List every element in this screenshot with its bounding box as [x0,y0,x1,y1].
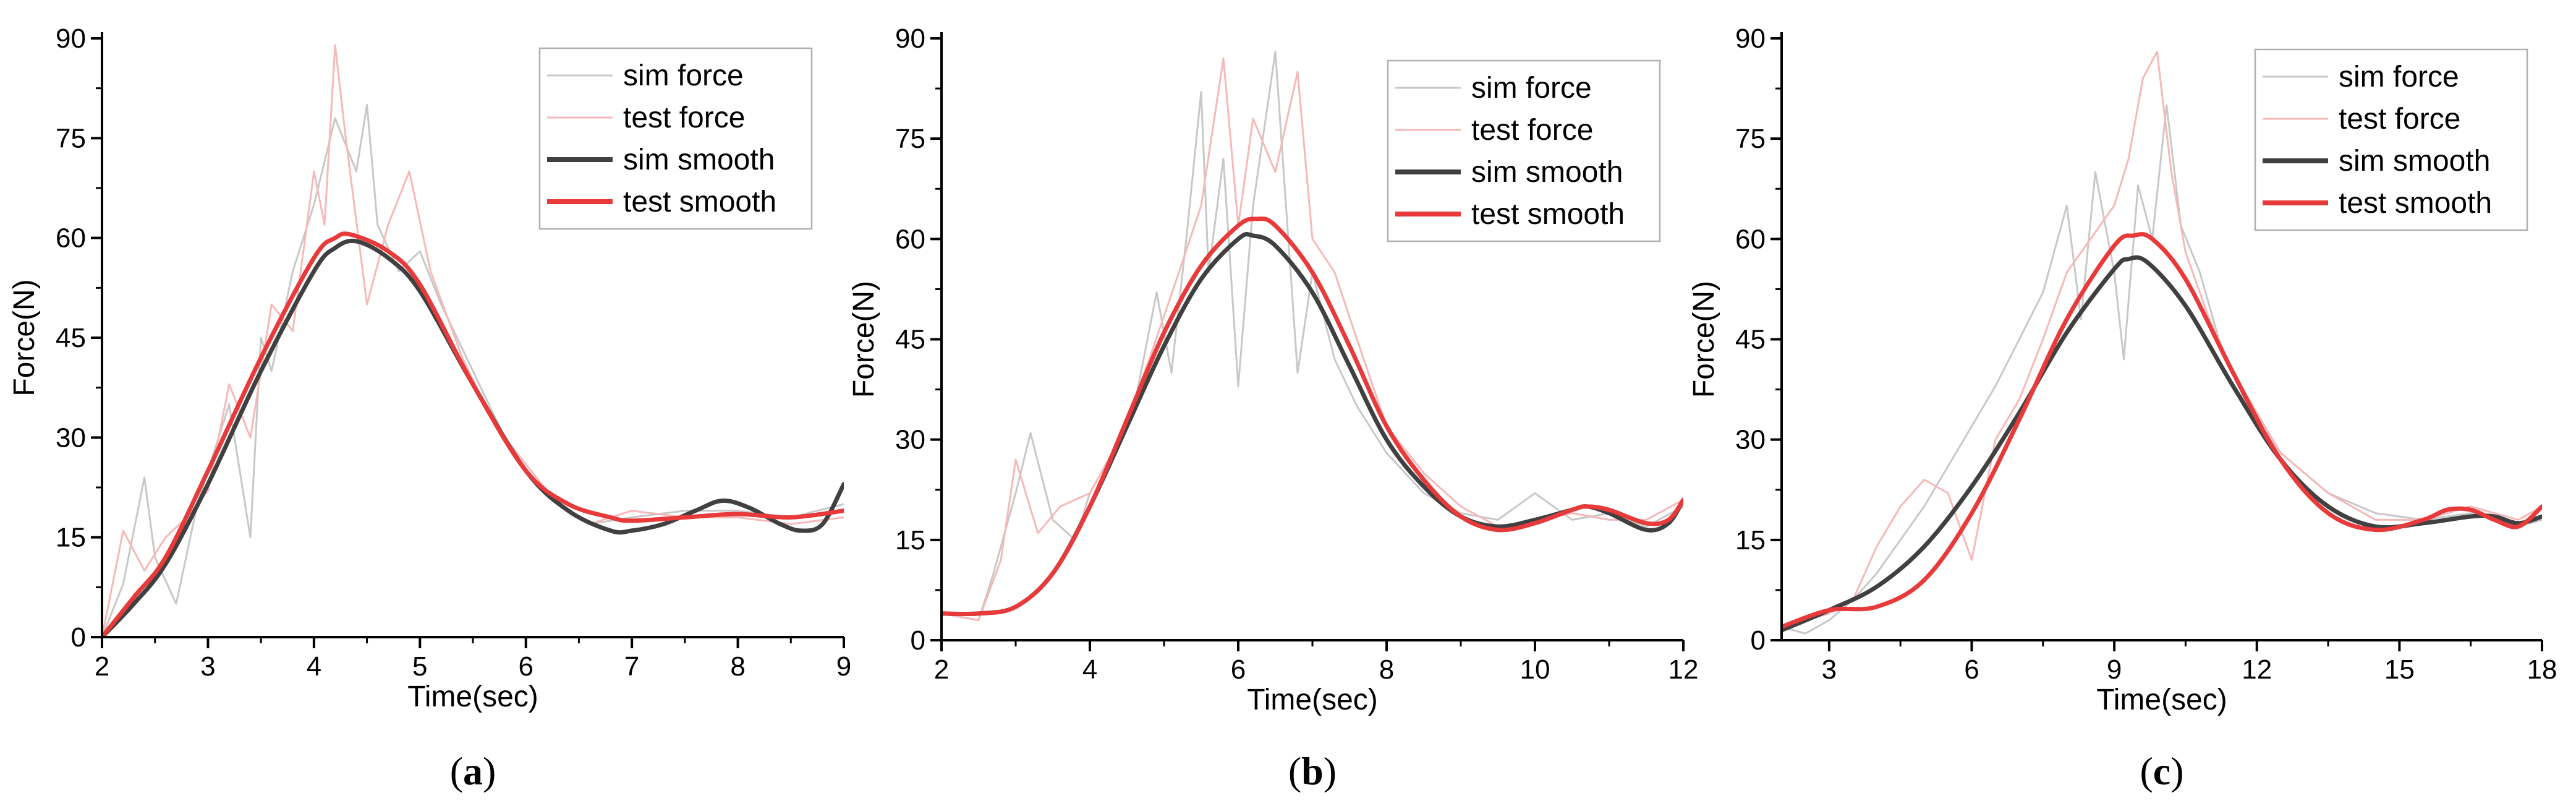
y-tick-label: 75 [895,124,925,154]
y-tick-label: 45 [895,325,925,355]
x-tick-label: 9 [2107,654,2122,685]
x-axis-title: Time(sec) [407,680,538,713]
legend-entry: test force [623,101,745,134]
x-tick-label: 6 [1964,654,1979,685]
series-line-sim-force [102,104,844,637]
x-tick-label: 12 [2242,654,2272,685]
legend-box [538,47,813,230]
y-tick-label: 0 [71,622,86,653]
y-tick-label: 15 [56,523,86,553]
legend-box [1387,59,1661,242]
x-tick-label: 7 [624,651,639,682]
y-tick-label: 60 [56,223,86,254]
x-tick-label: 6 [1231,654,1246,685]
series-line-sim-smooth [102,238,844,637]
series-lines [1782,51,2542,635]
y-tick-label: 30 [56,422,86,453]
legend-entry: sim force [1471,72,1592,105]
x-tick-label: 18 [2527,654,2557,685]
x-tick-label: 6 [518,651,533,682]
series-line-test-force [1782,51,2542,628]
y-tick-label: 90 [56,24,86,54]
legend-box [2254,48,2528,231]
series-lines [942,51,1683,622]
y-tick-label: 60 [895,224,925,254]
y-tick-label: 0 [911,625,925,656]
series-line-test-smooth [1782,232,2542,629]
chart-panel-3: 0 15 30 45 60 75 90 3 6 9 12 15 18 Time(sec) Force(N) (… [1688,24,2557,793]
y-axis-title: Force(N) [1688,281,1720,398]
legend: sim force test force sim smooth test smooth [1387,59,1661,242]
x-tick-label: 12 [1668,654,1699,685]
panel-label: (b) [1288,749,1337,793]
y-tick-label: 90 [1735,24,1766,54]
y-axis-title: Force(N) [8,279,41,396]
legend-entry: sim force [2339,61,2459,93]
x-axis-title: Time(sec) [2096,684,2227,716]
x-tick-label: 2 [934,654,949,685]
series-line-test-smooth [102,231,844,637]
x-tick-label: 4 [1082,654,1097,685]
x-axis-title: Time(sec) [1247,684,1378,716]
legend-entry: sim smooth [1471,156,1623,189]
x-tick-label: 2 [95,651,109,682]
series-line-sim-force [942,51,1683,622]
x-tick-label: 8 [1379,654,1394,685]
series-lines [102,44,844,637]
x-tick-label: 3 [1822,654,1837,685]
legend-entry: sim smooth [2339,145,2490,178]
legend: sim force test force sim smooth test smooth [538,47,813,230]
y-axis-title: Force(N) [848,281,880,398]
y-tick-label: 60 [1735,224,1766,254]
y-tick-label: 30 [1735,425,1766,455]
y-tick-label: 0 [1751,625,1766,656]
panel-label: (c) [2140,749,2183,793]
chart-panel-2: 0 15 30 45 60 75 90 2 4 6 8 10 12 Time(sec) Force(N) (b… [848,24,1698,793]
y-tick-label: 45 [56,323,86,353]
x-tick-label: 5 [412,651,427,682]
legend-entry: sim smooth [623,144,775,176]
y-tick-label: 30 [895,425,925,455]
legend-entry: test smooth [2339,187,2492,220]
y-tick-label: 15 [1735,525,1766,555]
y-tick-label: 75 [1735,124,1766,154]
legend-entry: test force [1471,114,1593,147]
legend-entry: sim force [623,59,744,92]
x-tick-label: 4 [307,651,321,682]
legend-entry: test smooth [623,186,776,218]
y-tick-label: 45 [1735,325,1766,355]
y-tick-label: 90 [895,24,925,54]
y-tick-label: 15 [895,525,925,555]
series-line-test-smooth [942,217,1683,617]
x-tick-label: 9 [836,651,851,682]
panel-label: (a) [450,749,496,793]
legend-entry: test force [2339,103,2460,135]
legend: sim force test force sim smooth test smooth [2254,48,2528,231]
series-line-sim-smooth [942,232,1683,617]
legend-entry: test smooth [1471,198,1625,231]
x-tick-label: 8 [730,651,745,682]
series-line-sim-smooth [1782,255,2542,633]
x-tick-label: 15 [2384,654,2415,685]
x-tick-label: 3 [200,651,215,682]
x-tick-label: 10 [1520,654,1550,685]
y-tick-label: 75 [56,123,86,153]
